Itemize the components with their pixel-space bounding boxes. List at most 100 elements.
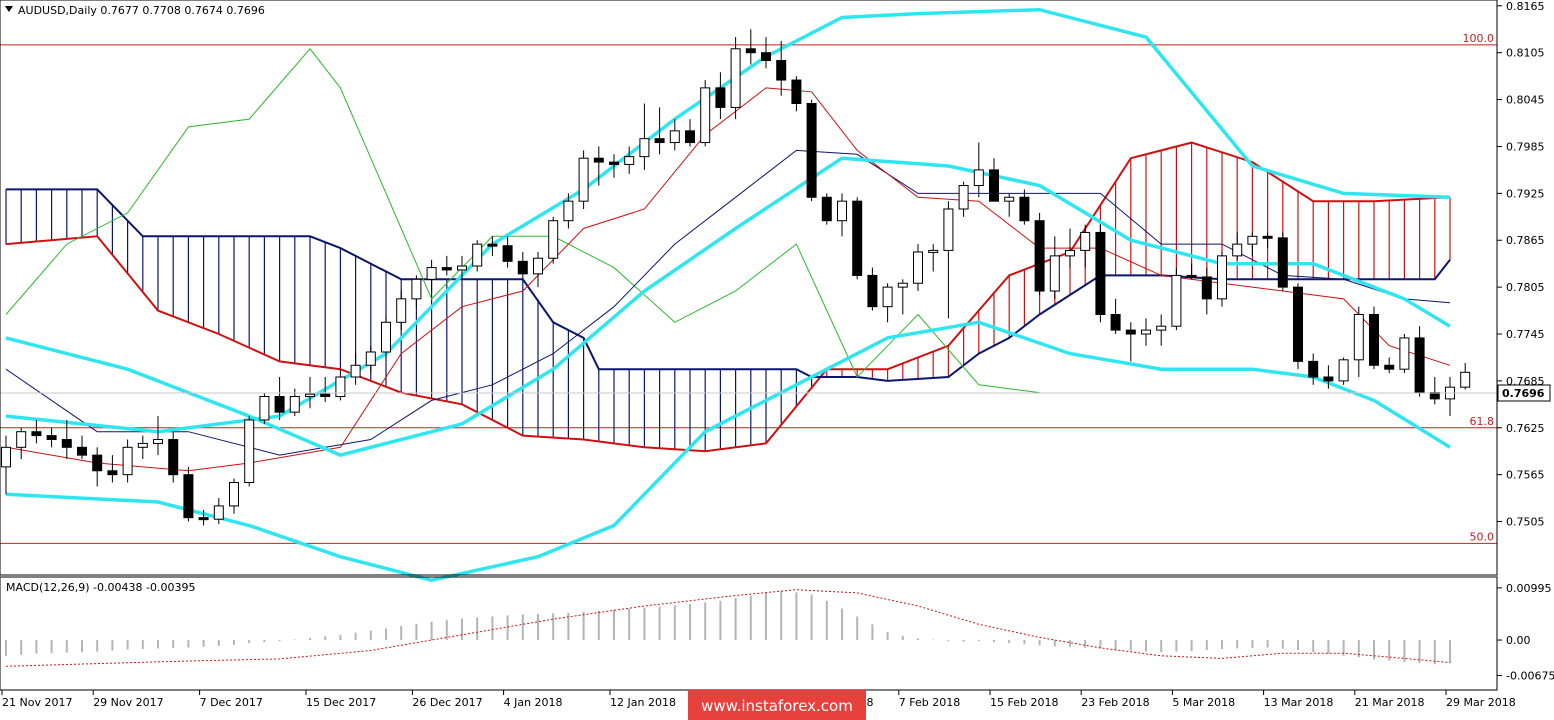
candle bbox=[1156, 314, 1167, 346]
candle bbox=[715, 72, 726, 120]
candle bbox=[654, 107, 665, 155]
macd-histogram bbox=[5, 591, 1451, 665]
macd-header-text: MACD(12,26,9) -0.00438 -0.00395 bbox=[6, 581, 195, 594]
candle bbox=[1034, 212, 1045, 295]
candle bbox=[1019, 189, 1030, 225]
candle bbox=[92, 447, 103, 487]
candle bbox=[776, 40, 787, 96]
candle bbox=[1369, 306, 1379, 370]
price-tick-label: 0.7625 bbox=[1506, 422, 1545, 435]
candle bbox=[1217, 251, 1227, 307]
candle bbox=[624, 146, 635, 174]
candle bbox=[867, 267, 878, 311]
price-panel: 100.0 61.8 50.0 bbox=[0, 0, 1498, 582]
time-tick-label: 29 Nov 2017 bbox=[93, 696, 163, 709]
symbol-ohlc-text: AUDUSD,Daily 0.7677 0.7708 0.7674 0.7696 bbox=[18, 4, 265, 17]
current-price-box: 0.7696 bbox=[1497, 384, 1551, 402]
candle bbox=[183, 466, 194, 522]
candle bbox=[441, 255, 452, 276]
time-tick-label: 29 Mar 2018 bbox=[1446, 696, 1516, 709]
bollinger-lower-band bbox=[5, 320, 1451, 582]
candle bbox=[958, 181, 969, 217]
candle bbox=[1049, 236, 1060, 299]
macd-tick-label: -0.00675 bbox=[1506, 669, 1554, 682]
time-tick-label: 15 Dec 2017 bbox=[306, 696, 376, 709]
candle bbox=[609, 154, 619, 178]
candle bbox=[1004, 193, 1015, 217]
candle bbox=[335, 369, 346, 401]
candle bbox=[61, 419, 72, 460]
price-tick-label: 0.7985 bbox=[1506, 140, 1545, 153]
dropdown-arrow-icon[interactable] bbox=[5, 6, 13, 12]
watermark-text: www.instaforex.com bbox=[701, 697, 853, 715]
time-tick-label: 21 Mar 2018 bbox=[1355, 696, 1425, 709]
candle bbox=[913, 244, 923, 292]
price-tick-label: 0.8045 bbox=[1506, 94, 1545, 107]
candle bbox=[502, 236, 513, 268]
macd-axis: 0.00995 0.00 -0.00675 bbox=[1497, 582, 1554, 682]
senkou-span-b bbox=[6, 188, 1451, 382]
candle bbox=[685, 119, 695, 147]
bollinger-mid-band bbox=[5, 156, 1451, 457]
candle bbox=[381, 314, 391, 358]
candle bbox=[533, 251, 543, 288]
senkou-span-a bbox=[5, 141, 1451, 453]
candle bbox=[487, 236, 498, 256]
candle bbox=[1277, 232, 1288, 292]
symbol-header: AUDUSD,Daily 0.7677 0.7708 0.7674 0.7696 bbox=[5, 4, 265, 17]
candle bbox=[457, 255, 467, 280]
candle bbox=[973, 142, 984, 198]
macd-tick-label: 0.00995 bbox=[1506, 582, 1552, 595]
candle bbox=[1080, 224, 1091, 268]
candle bbox=[1232, 232, 1243, 260]
time-tick-label: 7 Dec 2017 bbox=[200, 696, 263, 709]
chikou-span-line bbox=[5, 48, 1040, 394]
watermark: www.instaforex.com bbox=[688, 690, 866, 720]
macd-tick-label: 0.00 bbox=[1506, 634, 1531, 647]
fib-level-label: 100.0 bbox=[1463, 32, 1495, 45]
candle bbox=[745, 29, 756, 65]
candle bbox=[548, 216, 559, 264]
candle bbox=[928, 244, 939, 272]
candle bbox=[1247, 232, 1258, 256]
time-tick-label: 12 Jan 2018 bbox=[610, 696, 676, 709]
current-price-value: 0.7696 bbox=[1502, 387, 1545, 400]
candle bbox=[517, 251, 528, 280]
candle bbox=[16, 427, 27, 460]
candle bbox=[396, 291, 407, 331]
candle bbox=[365, 345, 376, 374]
candle bbox=[153, 416, 163, 456]
candle bbox=[244, 416, 255, 487]
candle bbox=[563, 193, 574, 229]
candle bbox=[259, 392, 270, 424]
candle bbox=[1323, 365, 1334, 389]
candle bbox=[1171, 267, 1182, 331]
ichimoku-cloud bbox=[5, 141, 1451, 453]
candle bbox=[1293, 283, 1303, 370]
macd-signal-polyline bbox=[5, 589, 1451, 667]
candle bbox=[1399, 334, 1410, 374]
candle bbox=[989, 158, 999, 202]
macd-signal-line bbox=[5, 589, 1451, 667]
candle bbox=[350, 353, 361, 385]
candle bbox=[1338, 357, 1349, 385]
candle bbox=[46, 427, 57, 448]
candle bbox=[274, 376, 285, 420]
fib-level-label: 61.8 bbox=[1470, 415, 1495, 428]
candle bbox=[761, 37, 771, 69]
candle bbox=[1095, 224, 1106, 323]
candle bbox=[791, 76, 802, 112]
time-tick-label: 23 Feb 2018 bbox=[1081, 696, 1149, 709]
candle bbox=[730, 37, 741, 120]
time-axis: 21 Nov 2017 29 Nov 2017 7 Dec 2017 15 Dec 2… bbox=[1, 690, 1516, 709]
candle bbox=[1384, 357, 1395, 374]
candles bbox=[1, 29, 1471, 526]
price-tick-label: 0.7925 bbox=[1506, 187, 1545, 200]
candle bbox=[1110, 298, 1121, 335]
candle bbox=[320, 376, 331, 402]
candle bbox=[77, 435, 87, 460]
candle bbox=[1141, 318, 1151, 346]
candle bbox=[1, 435, 11, 495]
candle bbox=[700, 80, 711, 147]
